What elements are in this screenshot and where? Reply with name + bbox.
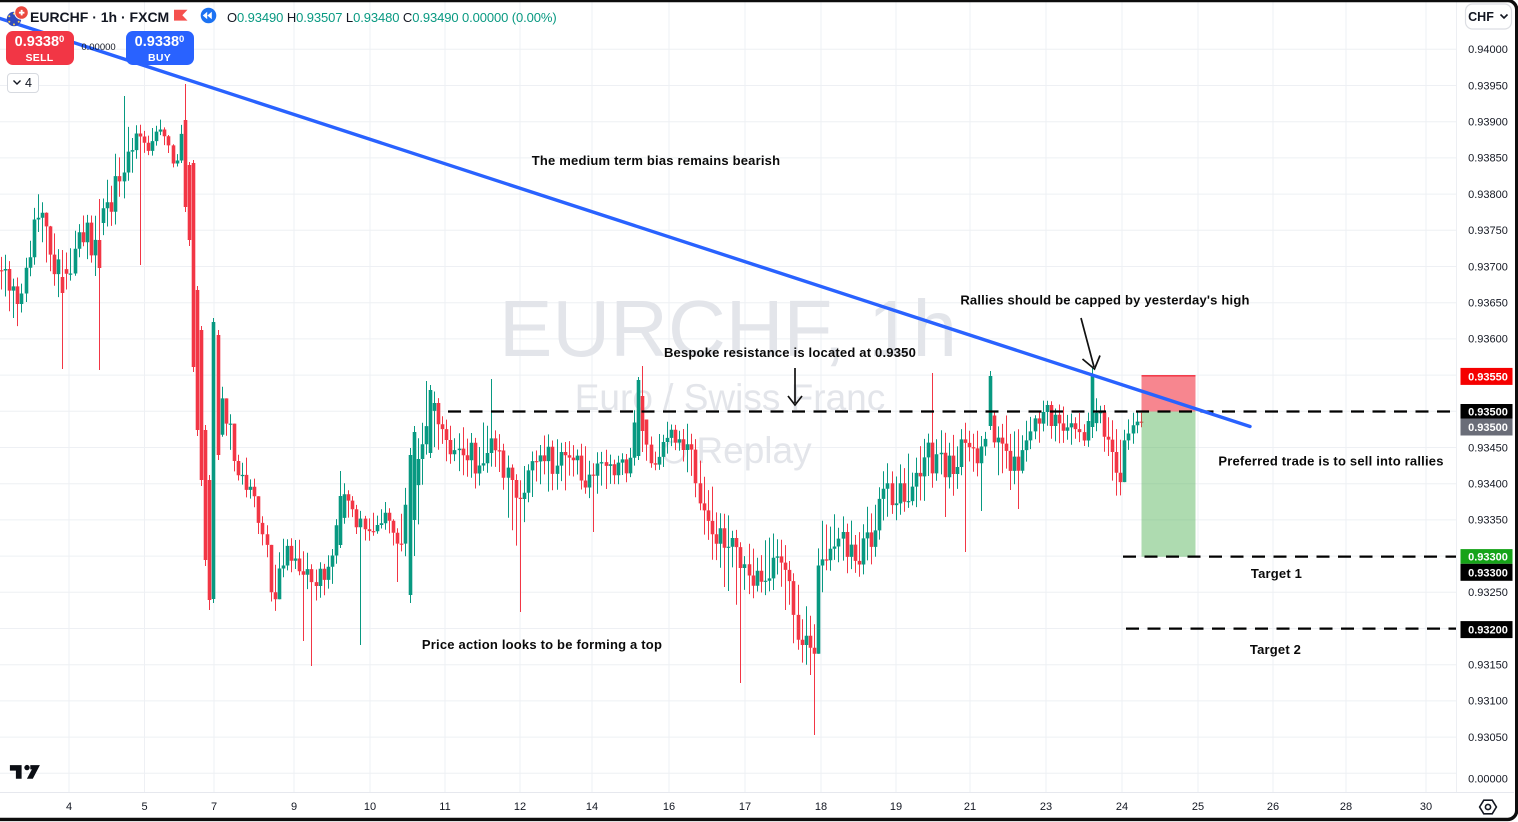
- svg-text:Preferred trade is to sell int: Preferred trade is to sell into rallies: [1218, 454, 1443, 469]
- svg-text:9: 9: [291, 801, 297, 813]
- svg-text:0.93500: 0.93500: [1468, 406, 1508, 418]
- svg-text:7: 7: [211, 801, 217, 813]
- svg-text:0.93600: 0.93600: [1468, 334, 1508, 346]
- svg-text:30: 30: [1420, 801, 1432, 813]
- svg-text:Target 1: Target 1: [1251, 566, 1302, 581]
- svg-text:0.93250: 0.93250: [1468, 587, 1508, 599]
- svg-text:0.93350: 0.93350: [1468, 515, 1508, 527]
- svg-text:11: 11: [439, 801, 450, 813]
- svg-text:0.93300: 0.93300: [1468, 567, 1508, 579]
- svg-text:Rallies should be capped by ye: Rallies should be capped by yesterday's …: [960, 293, 1249, 308]
- svg-text:0.94000: 0.94000: [1468, 44, 1508, 56]
- svg-text:Price action looks to be formi: Price action looks to be forming a top: [422, 637, 662, 652]
- svg-text:25: 25: [1192, 801, 1204, 813]
- svg-text:The medium term bias remains b: The medium term bias remains bearish: [532, 153, 781, 168]
- svg-text:0.93850: 0.93850: [1468, 153, 1508, 165]
- svg-text:21: 21: [964, 801, 976, 813]
- svg-text:16: 16: [663, 801, 675, 813]
- svg-text:Replay: Replay: [696, 430, 812, 471]
- svg-text:26: 26: [1267, 801, 1279, 813]
- svg-text:4: 4: [66, 801, 72, 813]
- svg-text:0.93450: 0.93450: [1468, 442, 1508, 454]
- svg-text:0.00000: 0.00000: [1468, 774, 1508, 786]
- svg-text:19: 19: [890, 801, 902, 813]
- svg-text:10: 10: [364, 801, 376, 813]
- svg-text:0.93700: 0.93700: [1468, 261, 1508, 273]
- svg-text:5: 5: [141, 801, 147, 813]
- svg-text:0.93650: 0.93650: [1468, 298, 1508, 310]
- svg-text:Bespoke resistance is located: Bespoke resistance is located at 0.9350: [664, 345, 916, 360]
- svg-text:0.93400: 0.93400: [1468, 479, 1508, 491]
- svg-text:0.93500: 0.93500: [1468, 422, 1508, 434]
- svg-text:23: 23: [1040, 801, 1052, 813]
- svg-text:0.93050: 0.93050: [1468, 732, 1508, 744]
- svg-text:0.93150: 0.93150: [1468, 660, 1508, 672]
- svg-text:17: 17: [739, 801, 751, 813]
- svg-text:0.93950: 0.93950: [1468, 80, 1508, 92]
- svg-text:0.93550: 0.93550: [1468, 371, 1508, 383]
- svg-text:12: 12: [514, 801, 526, 813]
- svg-text:CHF: CHF: [1468, 10, 1494, 24]
- svg-text:0.93200: 0.93200: [1468, 625, 1508, 637]
- svg-text:28: 28: [1340, 801, 1352, 813]
- svg-text:0.93800: 0.93800: [1468, 189, 1508, 201]
- svg-text:Target 2: Target 2: [1250, 642, 1301, 657]
- svg-text:14: 14: [586, 801, 598, 813]
- svg-text:0.93100: 0.93100: [1468, 696, 1508, 708]
- svg-text:0.93750: 0.93750: [1468, 225, 1508, 237]
- svg-text:0.93300: 0.93300: [1468, 552, 1508, 564]
- svg-text:0.93900: 0.93900: [1468, 117, 1508, 129]
- svg-text:24: 24: [1116, 801, 1128, 813]
- svg-text:18: 18: [815, 801, 827, 813]
- svg-text:EURCHF, 1h: EURCHF, 1h: [499, 284, 957, 373]
